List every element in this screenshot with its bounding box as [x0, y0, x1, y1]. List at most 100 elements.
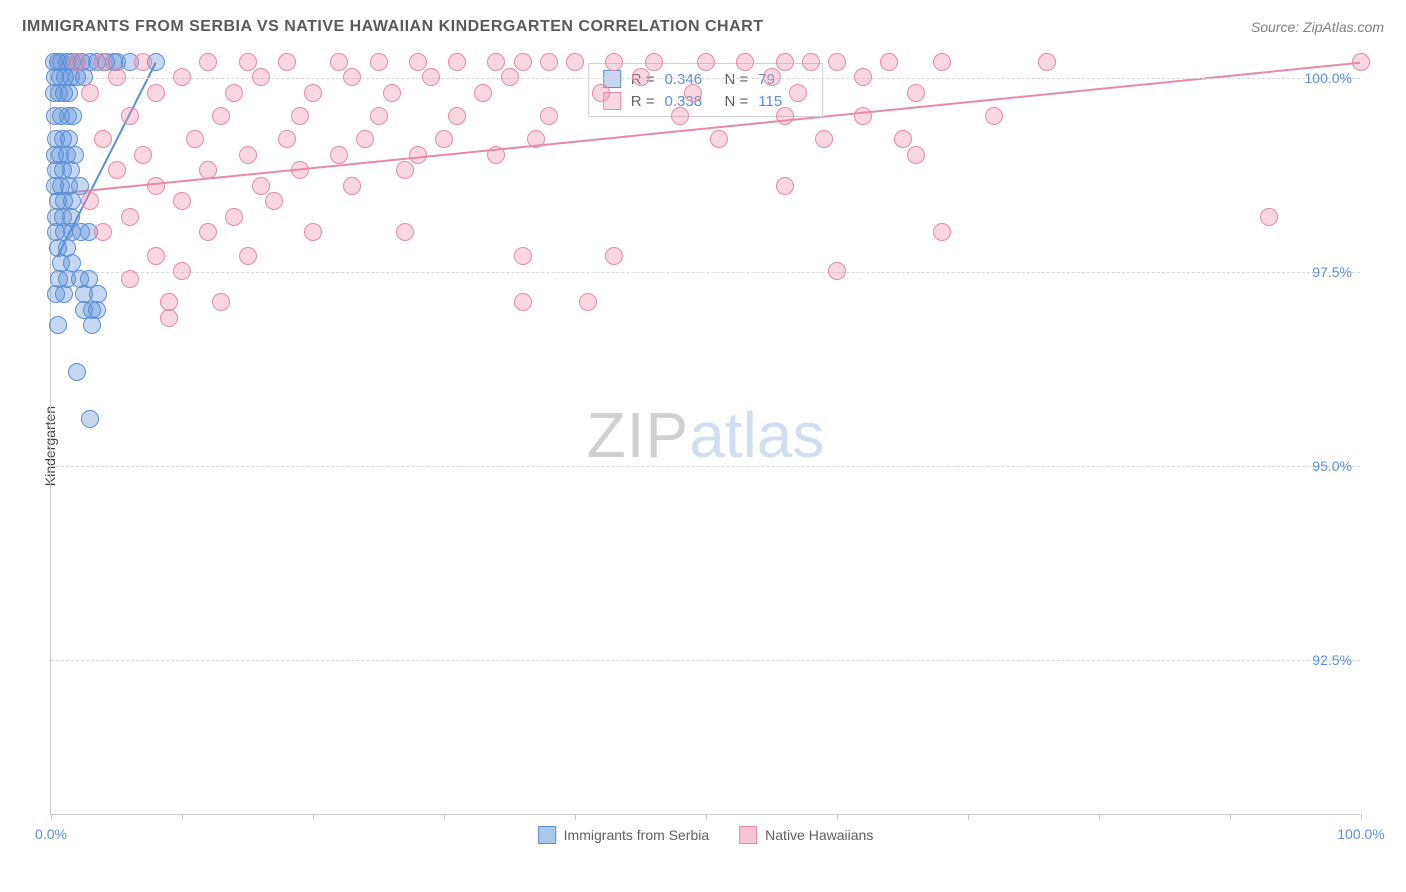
data-point — [828, 53, 846, 71]
data-point — [540, 107, 558, 125]
legend-item-hawaiian: Native Hawaiians — [739, 826, 873, 844]
y-tick-label: 100.0% — [1305, 70, 1352, 86]
data-point — [540, 53, 558, 71]
x-tick — [1361, 814, 1362, 820]
data-point — [278, 53, 296, 71]
legend-swatch-hawaiian — [739, 826, 757, 844]
data-point — [147, 84, 165, 102]
data-point — [343, 68, 361, 86]
x-tick — [706, 814, 707, 820]
gridline — [51, 272, 1360, 273]
data-point — [422, 68, 440, 86]
data-point — [252, 68, 270, 86]
data-point — [225, 208, 243, 226]
x-tick — [837, 814, 838, 820]
data-point — [933, 223, 951, 241]
data-point — [854, 107, 872, 125]
data-point — [684, 84, 702, 102]
y-tick-label: 97.5% — [1312, 264, 1352, 280]
data-point — [134, 53, 152, 71]
gridline — [51, 466, 1360, 467]
data-point — [225, 84, 243, 102]
data-point — [448, 107, 466, 125]
data-point — [645, 53, 663, 71]
data-point — [671, 107, 689, 125]
data-point — [605, 247, 623, 265]
data-point — [854, 68, 872, 86]
data-point — [94, 130, 112, 148]
data-point — [278, 130, 296, 148]
data-point — [304, 84, 322, 102]
data-point — [55, 285, 73, 303]
data-point — [64, 107, 82, 125]
data-point — [776, 107, 794, 125]
data-point — [933, 53, 951, 71]
data-point — [985, 107, 1003, 125]
data-point — [304, 223, 322, 241]
data-point — [396, 161, 414, 179]
x-tick — [313, 814, 314, 820]
data-point — [343, 177, 361, 195]
data-point — [697, 53, 715, 71]
data-point — [173, 262, 191, 280]
data-point — [710, 130, 728, 148]
trend-lines — [51, 55, 1360, 814]
data-point — [527, 130, 545, 148]
data-point — [514, 53, 532, 71]
data-point — [239, 247, 257, 265]
data-point — [907, 146, 925, 164]
data-point — [776, 53, 794, 71]
data-point — [487, 53, 505, 71]
data-point — [514, 293, 532, 311]
x-tick-label: 0.0% — [35, 826, 67, 842]
data-point — [409, 146, 427, 164]
x-tick — [968, 814, 969, 820]
data-point — [1260, 208, 1278, 226]
data-point — [501, 68, 519, 86]
data-point — [121, 107, 139, 125]
data-point — [566, 53, 584, 71]
data-point — [88, 301, 106, 319]
data-point — [487, 146, 505, 164]
data-point — [147, 247, 165, 265]
data-point — [396, 223, 414, 241]
chart-title: IMMIGRANTS FROM SERBIA VS NATIVE HAWAIIA… — [22, 18, 763, 36]
data-point — [736, 53, 754, 71]
data-point — [134, 146, 152, 164]
x-tick — [51, 814, 52, 820]
x-tick — [182, 814, 183, 820]
data-point — [815, 130, 833, 148]
data-point — [199, 53, 217, 71]
x-tick — [444, 814, 445, 820]
data-point — [83, 316, 101, 334]
x-tick — [575, 814, 576, 820]
data-point — [291, 107, 309, 125]
data-point — [68, 363, 86, 381]
chart-header: IMMIGRANTS FROM SERBIA VS NATIVE HAWAIIA… — [22, 18, 1384, 36]
data-point — [81, 84, 99, 102]
data-point — [212, 293, 230, 311]
x-tick — [1230, 814, 1231, 820]
data-point — [330, 146, 348, 164]
data-point — [880, 53, 898, 71]
data-point — [121, 208, 139, 226]
data-point — [370, 53, 388, 71]
data-point — [579, 293, 597, 311]
data-point — [60, 84, 78, 102]
data-point — [173, 192, 191, 210]
x-tick-label: 100.0% — [1337, 826, 1384, 842]
data-point — [514, 247, 532, 265]
data-point — [1038, 53, 1056, 71]
data-point — [199, 223, 217, 241]
data-point — [186, 130, 204, 148]
data-point — [802, 53, 820, 71]
legend-item-serbia: Immigrants from Serbia — [538, 826, 709, 844]
data-point — [291, 161, 309, 179]
scatter-chart: ZIPatlas R = 0.346 N = 79 R = 0.338 N = … — [50, 55, 1360, 815]
data-point — [448, 53, 466, 71]
data-point — [239, 53, 257, 71]
data-point — [252, 177, 270, 195]
data-point — [409, 53, 427, 71]
data-point — [173, 68, 191, 86]
data-point — [147, 177, 165, 195]
